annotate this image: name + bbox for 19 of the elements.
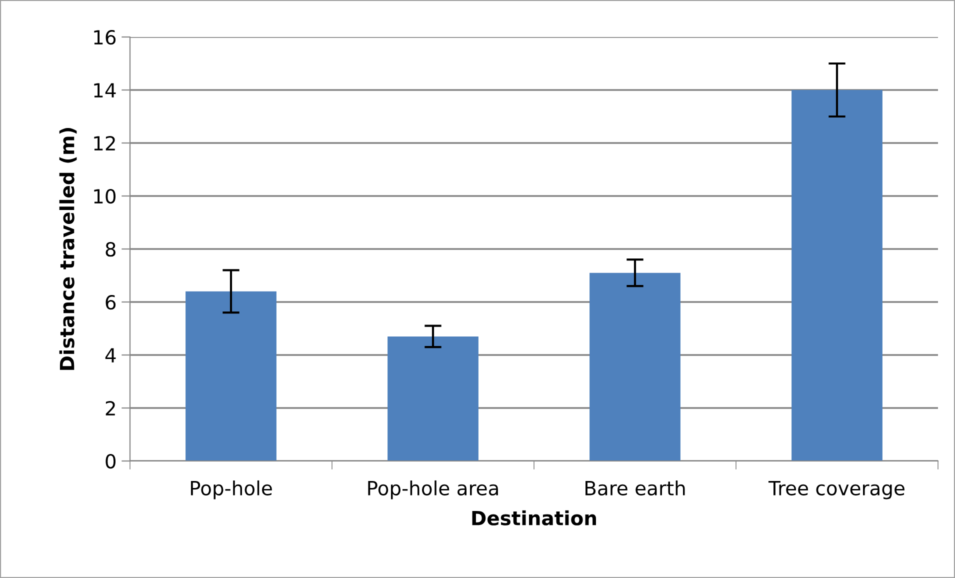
bar (388, 336, 478, 461)
y-axis-title: Distance travelled (m) (59, 128, 77, 370)
y-tick-label: 8 (106, 242, 116, 257)
y-tick-label: 2 (106, 400, 115, 416)
y-tick-label: 10 (94, 188, 116, 204)
y-tick-label: 16 (94, 30, 116, 45)
y-tick-label: 12 (94, 136, 115, 150)
x-tick-label: Bare earth (586, 480, 685, 496)
y-tick-label: 6 (106, 294, 116, 310)
x-tick-label: Pop-hole (190, 480, 272, 500)
y-tick-label: 0 (106, 454, 116, 469)
x-axis-title: Destination (472, 510, 596, 526)
x-tick-label: Pop-hole area (368, 480, 498, 500)
y-tick-label: 4 (105, 348, 116, 362)
x-tick-label: Tree coverage (768, 481, 904, 500)
bar (590, 272, 680, 461)
y-tick-label: 14 (94, 83, 116, 98)
bar (792, 90, 882, 461)
bar (186, 291, 276, 461)
